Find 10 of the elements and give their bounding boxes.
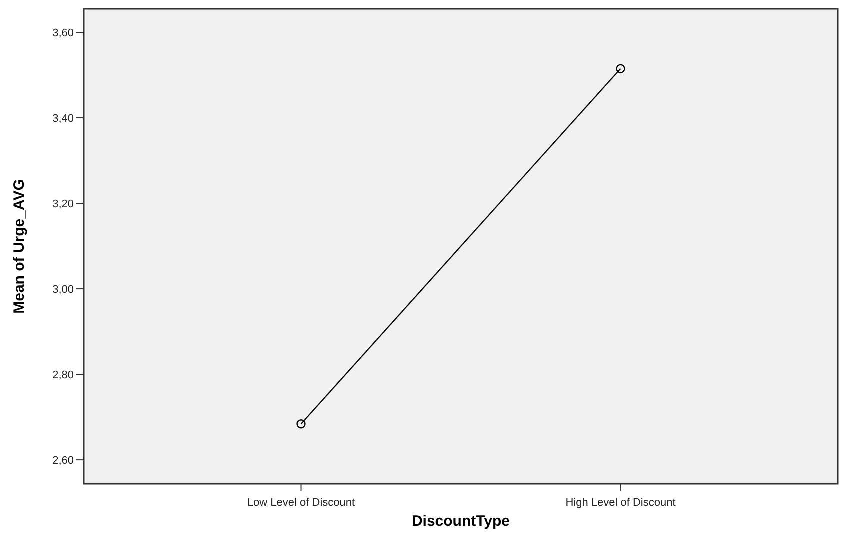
x-tick-label: High Level of Discount	[566, 497, 676, 509]
y-tick-label: 3,20	[52, 198, 74, 210]
x-axis-title: DiscountType	[412, 513, 510, 530]
y-axis-title: Mean of Urge_AVG	[11, 179, 28, 314]
x-tick-label: Low Level of Discount	[247, 497, 356, 509]
y-tick-label: 3,00	[52, 284, 74, 296]
y-tick-label: 2,80	[52, 369, 74, 382]
y-tick-label: 3,60	[52, 27, 74, 40]
y-tick-label: 2,60	[52, 454, 74, 467]
y-tick-label: 3,40	[52, 112, 74, 125]
